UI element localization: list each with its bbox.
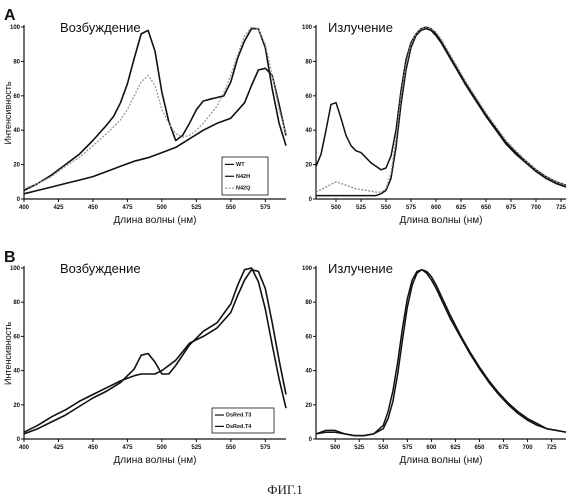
x-tick-label: 600: [431, 205, 442, 211]
x-tick-label: 425: [53, 205, 64, 211]
x-tick-label: 550: [226, 205, 237, 211]
chart-A_emission: 0 20 40 60 80 100 500 525 550 575 600 625 650 675 700 7…: [302, 20, 567, 226]
figure-caption: ФИГ.1: [267, 482, 302, 497]
x-tick-label: 575: [260, 445, 271, 451]
y-tick-label: 20: [13, 163, 20, 169]
y-tick-label: 100: [10, 266, 21, 272]
x-axis-label: Длина волны (нм): [114, 215, 197, 226]
chart-title: Возбуждение: [60, 20, 141, 35]
x-tick-label: 450: [88, 445, 99, 451]
y-tick-label: 0: [309, 437, 313, 443]
y-tick-label: 40: [305, 369, 312, 375]
chart-A_excitation: 0 20 40 60 80 100 400 425 450 475 500 525 550 575 Длин…: [3, 20, 286, 226]
legend-entry: WT: [236, 162, 245, 168]
x-tick-label: 400: [19, 205, 30, 211]
legend-entry: DsRed.T3: [226, 413, 251, 419]
chart-title: Излучение: [328, 20, 393, 35]
y-tick-label: 0: [17, 197, 21, 203]
legend-entry: N42H: [236, 174, 250, 180]
x-tick-label: 625: [450, 445, 461, 451]
chart-B_excitation: 0 20 40 60 80 100 400 425 450 475 500 525 550 575 Длин…: [3, 261, 286, 466]
x-tick-label: 725: [547, 445, 558, 451]
y-tick-label: 20: [13, 403, 20, 409]
chart-title: Излучение: [328, 261, 393, 276]
y-tick-label: 60: [305, 94, 312, 100]
y-tick-label: 60: [13, 334, 20, 340]
y-tick-label: 80: [305, 300, 312, 306]
x-tick-label: 500: [331, 205, 342, 211]
legend-entry: N42Q: [236, 186, 251, 192]
y-tick-label: 80: [13, 300, 20, 306]
chart-title: Возбуждение: [60, 261, 141, 276]
chart-B_emission: 0 20 40 60 80 100 500 525 550 575 600 625 650 675 700 7…: [302, 261, 566, 466]
x-tick-label: 425: [53, 445, 64, 451]
y-tick-label: 100: [302, 266, 313, 272]
x-tick-label: 625: [456, 205, 467, 211]
x-tick-label: 650: [474, 445, 485, 451]
y-tick-label: 0: [17, 437, 21, 443]
legend: DsRed.T3 DsRed.T4: [212, 408, 274, 433]
x-tick-label: 575: [402, 445, 413, 451]
y-tick-label: 0: [309, 197, 313, 203]
series-line-n42h: [316, 29, 566, 196]
x-tick-label: 450: [88, 205, 99, 211]
x-tick-label: 700: [523, 445, 534, 451]
x-tick-label: 525: [191, 445, 202, 451]
y-axis-label: Интенсивность: [3, 81, 13, 144]
x-tick-label: 675: [498, 445, 509, 451]
x-tick-label: 675: [506, 205, 517, 211]
x-tick-label: 500: [330, 445, 341, 451]
y-tick-label: 100: [302, 25, 313, 31]
series-line-wt: [316, 27, 566, 185]
y-tick-label: 80: [13, 59, 20, 65]
y-tick-label: 20: [305, 163, 312, 169]
y-tick-label: 60: [13, 94, 20, 100]
x-axis-label: Длина волны (нм): [400, 215, 483, 226]
x-tick-label: 550: [381, 205, 392, 211]
x-tick-label: 525: [354, 445, 365, 451]
x-tick-label: 525: [191, 205, 202, 211]
x-tick-label: 600: [426, 445, 437, 451]
x-tick-label: 550: [378, 445, 389, 451]
x-tick-label: 700: [531, 205, 542, 211]
x-tick-label: 400: [19, 445, 30, 451]
y-tick-label: 20: [305, 403, 312, 409]
y-tick-label: 40: [13, 128, 20, 134]
series-line-n42q: [316, 27, 566, 192]
x-tick-label: 500: [157, 205, 168, 211]
charts-container: 020406080100400425450475500525550575Длин…: [3, 20, 567, 466]
x-tick-label: 475: [122, 205, 133, 211]
x-axis-label: Длина волны (нм): [400, 455, 483, 466]
x-axis-label: Длина волны (нм): [114, 455, 197, 466]
x-tick-label: 725: [556, 205, 567, 211]
series-line-dsred-t4: [316, 270, 566, 436]
x-tick-label: 650: [481, 205, 492, 211]
y-tick-label: 100: [10, 25, 21, 31]
panel-label-a: A: [4, 7, 16, 24]
x-tick-label: 525: [356, 205, 367, 211]
x-tick-label: 575: [260, 205, 271, 211]
legend: WT N42H N42Q: [222, 157, 268, 195]
y-axis-label: Интенсивность: [3, 322, 13, 385]
x-tick-label: 575: [406, 205, 417, 211]
y-tick-label: 80: [305, 59, 312, 65]
x-tick-label: 475: [122, 445, 133, 451]
x-tick-label: 500: [157, 445, 168, 451]
panel-label-b: B: [4, 249, 16, 266]
y-tick-label: 40: [13, 369, 20, 375]
y-tick-label: 40: [305, 128, 312, 134]
legend-entry: DsRed.T4: [226, 424, 252, 430]
x-tick-label: 550: [226, 445, 237, 451]
y-tick-label: 60: [305, 334, 312, 340]
